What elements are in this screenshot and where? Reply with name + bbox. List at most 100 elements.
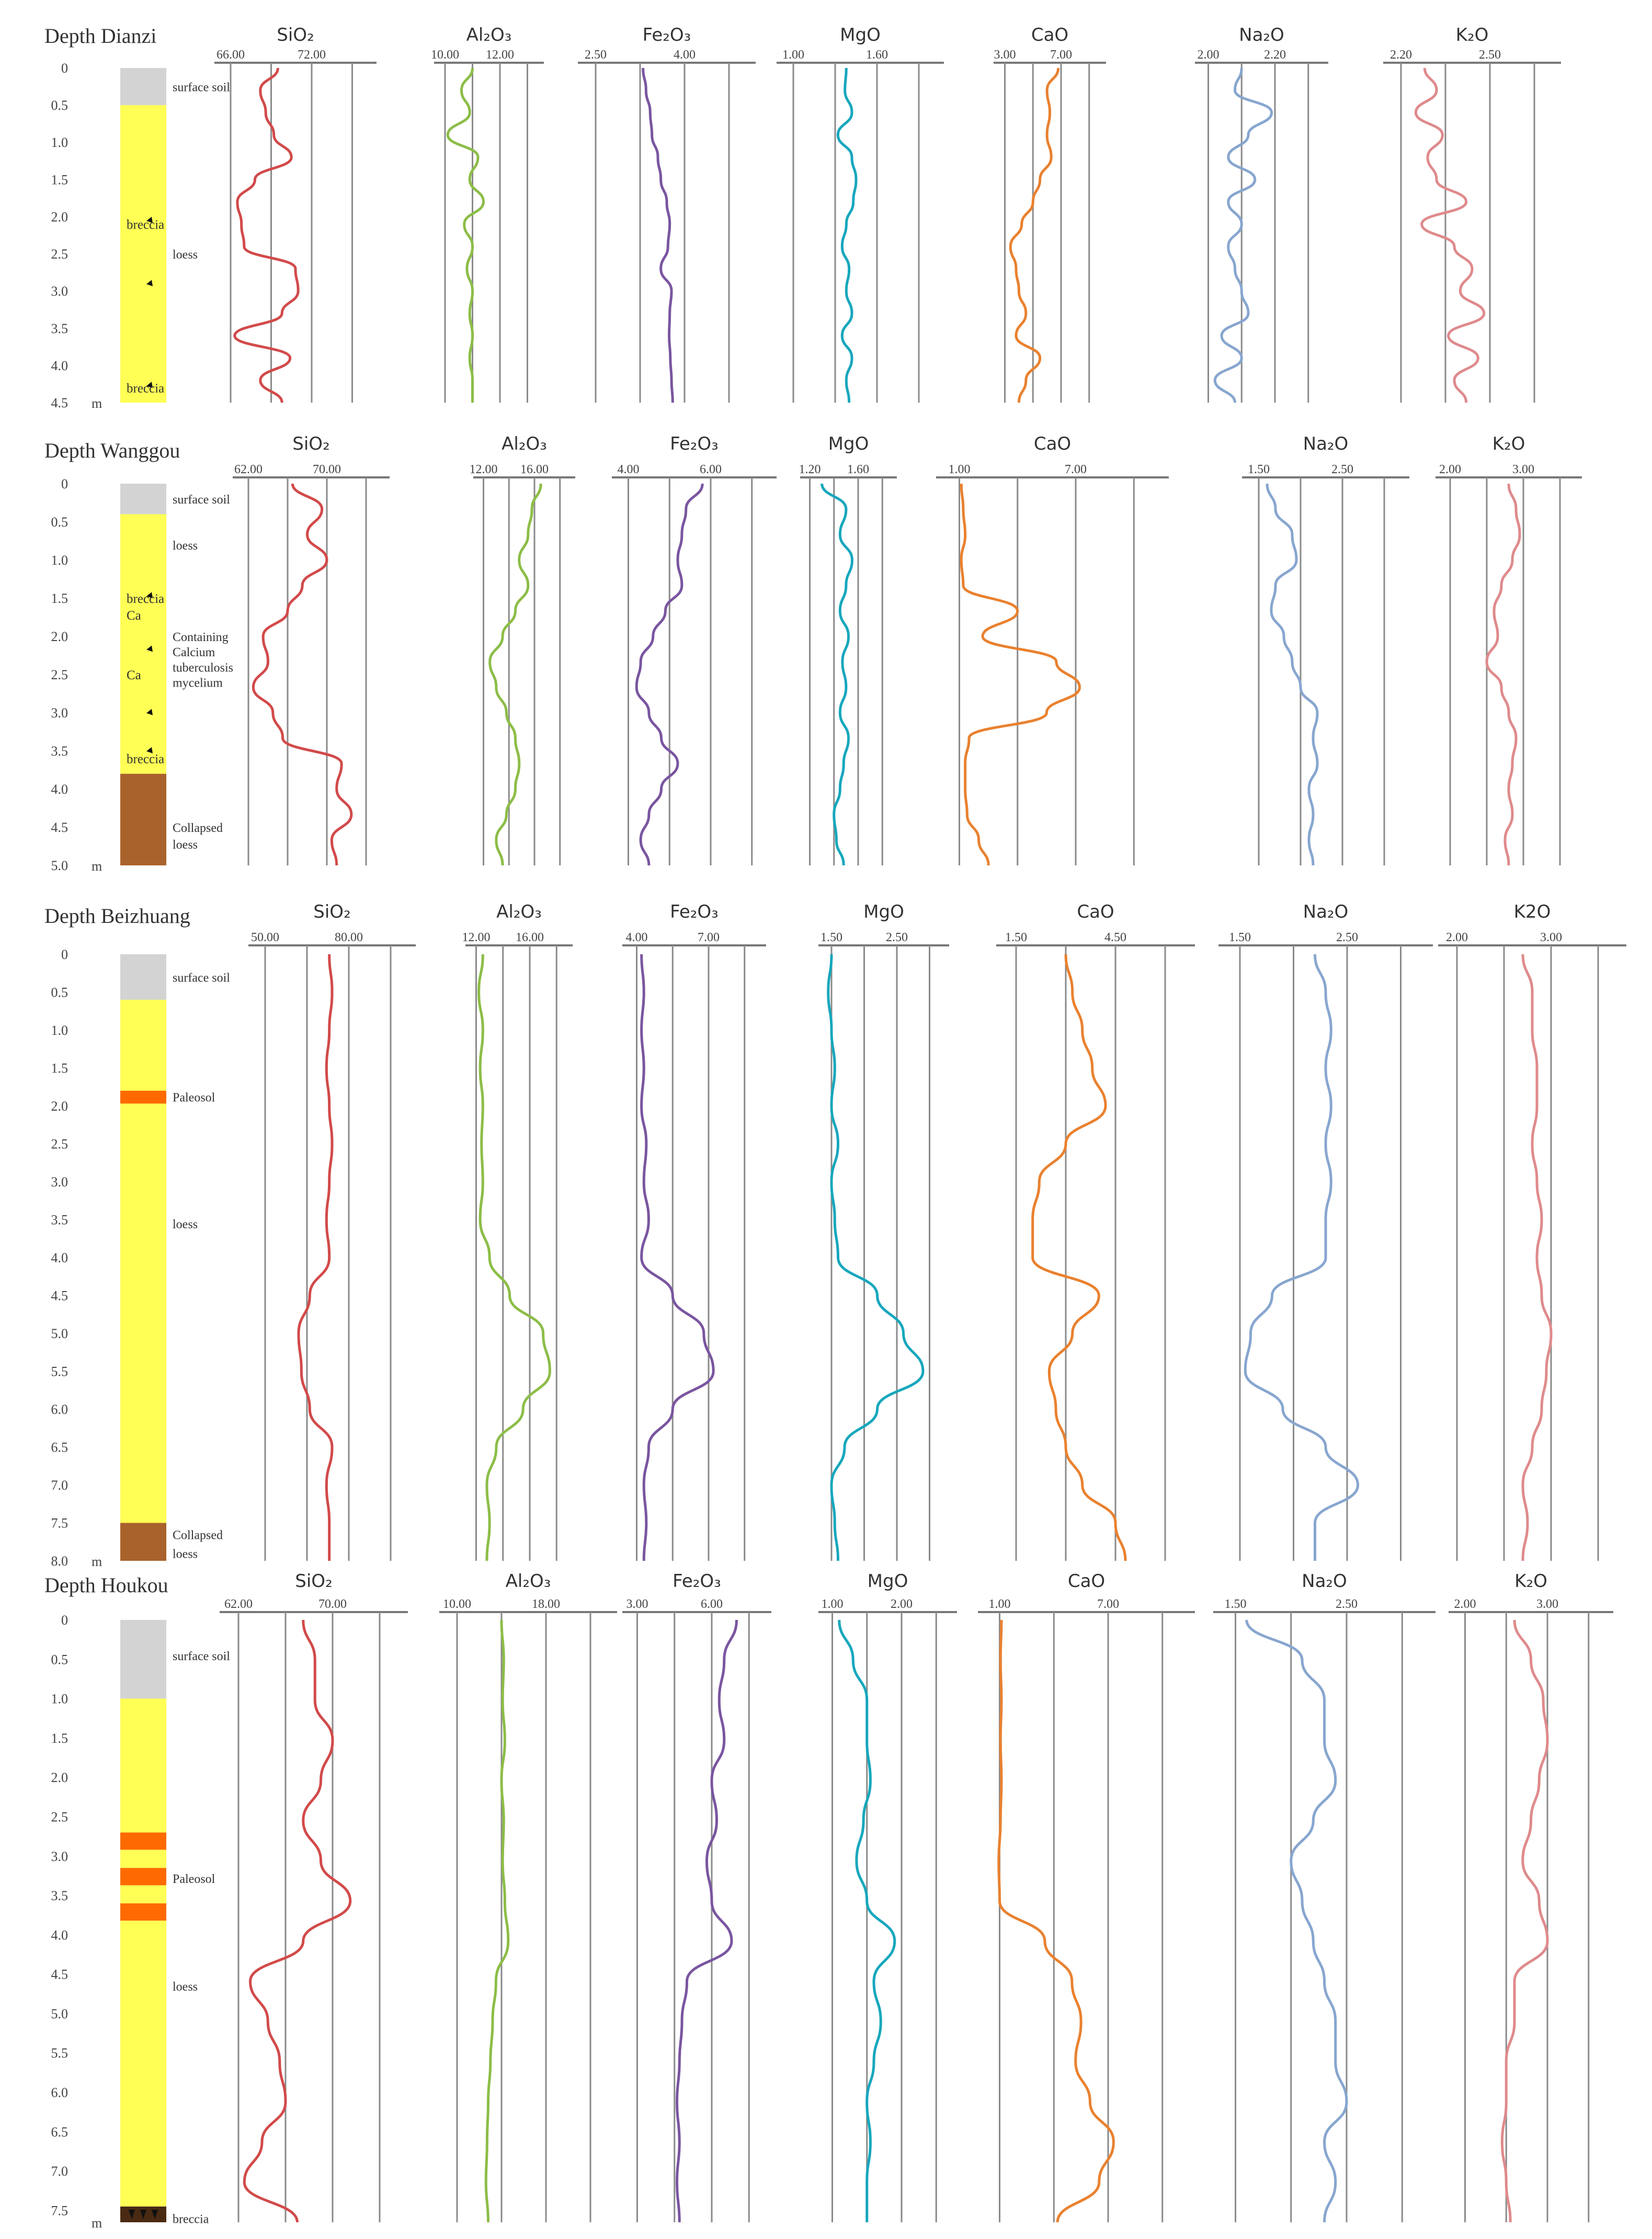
element-title: Al₂O₃ bbox=[506, 1571, 551, 1592]
lithology-label: surface soil bbox=[173, 1650, 230, 1663]
depth-tick-label: 5.0 bbox=[51, 858, 69, 873]
lithology-label: tuberculosis bbox=[173, 661, 233, 675]
lithology-collapsed-band bbox=[120, 773, 166, 865]
depth-tick-label: 3.5 bbox=[51, 744, 69, 759]
x-tick-label: 16.00 bbox=[516, 931, 544, 944]
lithology-label: Collapsed bbox=[173, 821, 223, 835]
x-tick-label: 72.00 bbox=[298, 48, 326, 62]
element-panel-SiO2: SiO₂ 62.00 70.00 bbox=[220, 1571, 408, 2223]
x-tick-label: 1.00 bbox=[989, 1597, 1011, 1611]
depth-tick-label: 5.0 bbox=[51, 1326, 69, 1341]
depth-tick-label: 4.0 bbox=[51, 782, 69, 797]
series-line-Na2O bbox=[1213, 67, 1273, 403]
element-title: Na₂O bbox=[1239, 25, 1284, 45]
lithology-label: surface soil bbox=[173, 493, 230, 507]
depth-tick-label: 1.5 bbox=[51, 172, 69, 187]
depth-tick-label: 7.0 bbox=[51, 1478, 69, 1493]
site-panel-3: Depth Houkou 0 0.5 1.0 1.5 2.0 2.5 3.0 3.5 4.0 4.5… bbox=[44, 1571, 1613, 2231]
series-line-Fe2O3 bbox=[642, 67, 674, 403]
element-title: SiO₂ bbox=[292, 433, 329, 454]
x-tick-label: 12.00 bbox=[486, 48, 514, 62]
x-tick-label: 62.00 bbox=[234, 463, 263, 476]
depth-tick-label: 0.5 bbox=[51, 98, 69, 113]
lithology-label: Paleosol bbox=[173, 1872, 215, 1886]
x-tick-label: 7.00 bbox=[1065, 463, 1087, 476]
lithology-loess-band bbox=[120, 1698, 166, 1833]
element-panel-CaO: CaO 1.00 7.00 bbox=[978, 1571, 1195, 2223]
depth-tick-label: 6.0 bbox=[51, 2085, 69, 2100]
x-tick-label: 10.00 bbox=[443, 1597, 471, 1611]
x-tick-label: 4.00 bbox=[674, 48, 696, 62]
lithology-label: loess bbox=[173, 1980, 198, 1994]
x-tick-label: 7.00 bbox=[1050, 48, 1072, 62]
depth-tick-label: 3.5 bbox=[51, 1888, 69, 1903]
x-tick-label: 2.50 bbox=[585, 48, 607, 62]
breccia-arrow-marker bbox=[129, 2210, 135, 2219]
series-line-SiO2 bbox=[252, 483, 353, 866]
series-line-K2O bbox=[1500, 1619, 1549, 2223]
x-tick-label: 50.00 bbox=[251, 931, 279, 944]
element-panel-MgO: MgO 1.20 1.60 bbox=[799, 433, 897, 866]
breccia-arrow-marker bbox=[152, 2210, 158, 2219]
element-panel-K2O: K₂O 2.00 3.00 bbox=[1435, 433, 1582, 866]
depth-tick-label: 2.5 bbox=[51, 1137, 69, 1152]
element-title: K2O bbox=[1514, 901, 1551, 922]
x-tick-label: 1.00 bbox=[822, 1597, 844, 1611]
depth-tick-label: 4.5 bbox=[51, 1288, 69, 1304]
x-tick-label: 2.20 bbox=[1390, 48, 1412, 62]
x-tick-label: 1.50 bbox=[821, 931, 842, 944]
depth-tick-label: 0 bbox=[61, 61, 68, 76]
series-line-MgO bbox=[821, 483, 853, 866]
element-title: K₂O bbox=[1514, 1571, 1547, 1592]
lithology-label: breccia bbox=[127, 382, 164, 396]
x-tick-label: 6.00 bbox=[700, 463, 722, 476]
element-title: Na₂O bbox=[1302, 1571, 1347, 1592]
series-line-Na2O bbox=[1266, 483, 1319, 866]
x-tick-label: 1.60 bbox=[866, 48, 888, 62]
lithology-label: breccia bbox=[127, 592, 164, 606]
element-panel-Fe2O3: Fe₂O₃ 3.00 6.00 bbox=[622, 1571, 771, 2223]
depth-tick-label: 6.0 bbox=[51, 1402, 69, 1417]
series-line-Al2O3 bbox=[446, 67, 485, 403]
element-title: MgO bbox=[863, 901, 904, 922]
depth-tick-label: 2.5 bbox=[51, 247, 69, 262]
depth-tick-label: 1.0 bbox=[51, 1692, 69, 1707]
x-tick-label: 2.50 bbox=[886, 931, 908, 944]
x-tick-label: 3.00 bbox=[1512, 463, 1534, 476]
breccia-arrow-marker bbox=[140, 2210, 146, 2219]
x-tick-label: 2.00 bbox=[891, 1597, 913, 1611]
element-title: Al₂O₃ bbox=[496, 901, 542, 922]
depth-tick-label: 7.5 bbox=[51, 2203, 69, 2218]
element-panel-Na2O: Na₂O 1.50 2.50 bbox=[1213, 1571, 1435, 2223]
element-panel-CaO: CaO 1.50 4.50 bbox=[996, 901, 1195, 1561]
x-tick-label: 7.00 bbox=[698, 931, 720, 944]
depth-tick-label: 4.0 bbox=[51, 1927, 69, 1943]
x-tick-label: 66.00 bbox=[217, 48, 245, 62]
site-panel-1: Depth Wanggou 0 0.5 1.0 1.5 2.0 2.5 3.0 3.5 4.0 4.… bbox=[44, 433, 1582, 874]
x-tick-label: 3.00 bbox=[1536, 1597, 1558, 1611]
x-tick-label: 1.20 bbox=[799, 463, 821, 476]
depth-tick-label: 3.0 bbox=[51, 705, 69, 721]
element-title: CaO bbox=[1031, 25, 1068, 45]
series-line-SiO2 bbox=[297, 954, 334, 1561]
lithology-loess-band bbox=[120, 1885, 166, 1904]
series-line-K2O bbox=[1521, 954, 1553, 1561]
site-label: Depth Beizhuang bbox=[44, 904, 190, 928]
lithology-paleosol-band bbox=[120, 1903, 166, 1921]
element-title: Al₂O₃ bbox=[502, 433, 547, 454]
x-tick-label: 2.20 bbox=[1264, 48, 1286, 62]
series-line-MgO bbox=[838, 1619, 896, 2222]
breccia-triangle-marker bbox=[146, 280, 153, 287]
element-panel-CaO: CaO 3.00 7.00 bbox=[994, 25, 1106, 403]
series-line-Al2O3 bbox=[477, 954, 551, 1561]
element-panel-Fe2O3: Fe₂O₃ 4.00 6.00 bbox=[612, 433, 777, 866]
series-line-CaO bbox=[960, 483, 1081, 866]
depth-tick-label: 6.5 bbox=[51, 1440, 69, 1455]
series-line-K2O bbox=[1414, 67, 1486, 403]
x-tick-label: 6.00 bbox=[701, 1597, 723, 1611]
lithology-label: Ca bbox=[127, 609, 141, 623]
lithology-loess-band bbox=[120, 105, 166, 403]
x-tick-label: 1.50 bbox=[1248, 463, 1270, 476]
x-tick-label: 70.00 bbox=[313, 463, 341, 476]
